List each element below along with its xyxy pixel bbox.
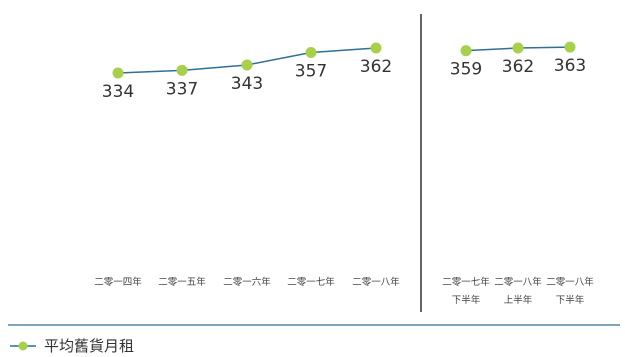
data-label: 343 [231,74,263,94]
x-tick-label: 二零一七年 [287,276,335,288]
data-point [512,42,524,54]
x-tick-label: 二零一八年 [546,276,594,288]
x-tick-label: 下半年 [452,294,481,306]
data-point [112,67,124,79]
data-label: 334 [102,82,134,102]
data-point [305,46,317,58]
x-tick-label: 二零一四年 [94,276,142,288]
legend-label: 平均舊貨月租 [44,337,134,355]
data-label: 363 [554,56,586,76]
data-point [460,45,472,57]
series-line-segment [310,47,377,54]
data-point [564,41,576,53]
series-line-segment [246,51,312,66]
data-label: 357 [295,61,327,81]
legend: 平均舊貨月租 [10,337,134,355]
data-point [176,64,188,76]
x-tick-label: 二零一八年 [352,276,400,288]
data-label: 337 [166,79,198,99]
series-line-segment [117,69,183,74]
series-line-segment [465,47,519,52]
legend-marker-swatch [18,341,28,351]
x-tick-label: 二零一六年 [223,276,271,288]
x-tick-label: 上半年 [504,294,533,306]
x-tick-label: 二零一七年 [442,276,490,288]
x-tick-label: 二零一五年 [158,276,206,288]
x-tick-label: 下半年 [556,294,585,306]
series-line-segment [517,46,571,49]
annual-chart-group: 334 337 343 357 362 二零一四年 二零一五年 二零一六年 二零一七年 二零一八年 [94,42,400,288]
data-point [241,59,253,71]
series-line-segment [181,64,248,72]
x-tick-label: 二零一八年 [494,276,542,288]
data-label: 362 [502,57,534,77]
data-label: 362 [360,57,392,77]
data-label: 359 [450,60,482,80]
data-point [370,42,382,54]
